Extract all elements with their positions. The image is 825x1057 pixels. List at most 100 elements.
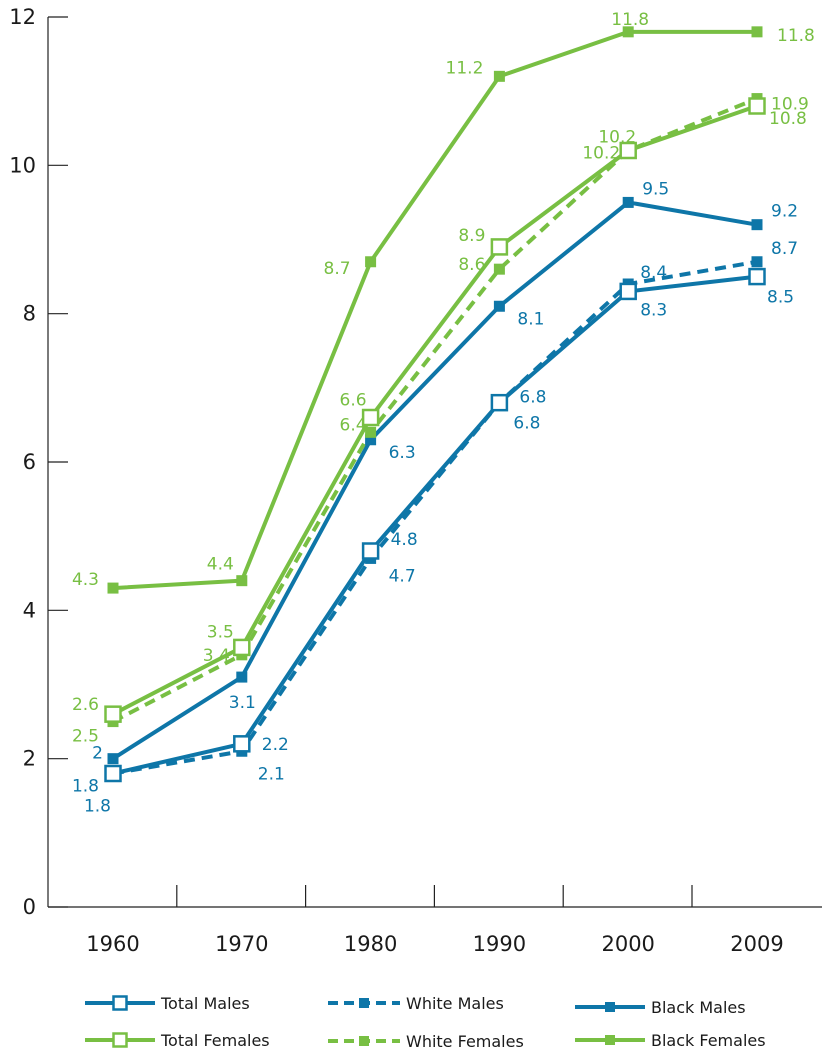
marker-total-females — [104, 705, 122, 723]
data-label-black-females: 11.2 — [446, 58, 484, 78]
data-label-white-females: 10.2 — [582, 144, 620, 164]
x-tick-label: 1970 — [215, 932, 268, 956]
data-label-white-males: 8.4 — [640, 263, 667, 283]
marker-total-males — [619, 282, 637, 301]
legend-label: White Females — [406, 1032, 524, 1051]
marker-black-females — [365, 256, 377, 268]
marker-black-males — [365, 434, 377, 446]
legend-swatch-marker — [359, 1036, 369, 1046]
marker-total-females — [233, 638, 251, 657]
data-label-black-males: 9.5 — [642, 179, 669, 199]
marker-total-females — [361, 408, 380, 427]
marker-black-females — [236, 575, 248, 587]
series-line-total-females — [112, 104, 758, 716]
data-label-black-females: 4.3 — [72, 570, 99, 590]
x-tick-label: 2000 — [601, 932, 654, 956]
data-label-total-males: 6.8 — [519, 388, 546, 408]
marker-total-males — [748, 267, 766, 286]
chart-series-lines — [111, 29, 758, 776]
y-tick-label: 6 — [23, 450, 36, 474]
marker-black-males — [751, 219, 763, 231]
data-label-total-males: 2.2 — [262, 735, 289, 755]
legend-swatch-marker — [605, 1035, 615, 1045]
marker-black-males — [107, 753, 119, 765]
marker-white-females — [493, 263, 505, 275]
legend-item-total-males: Total Males — [85, 994, 250, 1013]
marker-black-males — [236, 671, 248, 683]
legend-label: Total Males — [160, 994, 250, 1013]
data-label-white-females: 2.5 — [72, 727, 99, 747]
marker-black-males — [493, 300, 505, 312]
series-line-total-males — [112, 274, 758, 776]
chart-axes: 0 2 4 6 8 10 12 1960 1970 1980 1990 2000 2009 — [9, 5, 822, 956]
data-label-total-males: 8.3 — [640, 300, 667, 320]
marker-total-females — [619, 141, 637, 160]
chart-markers — [104, 26, 766, 783]
data-label-total-males: 1.8 — [72, 777, 99, 797]
marker-black-females — [493, 70, 505, 82]
data-label-black-females: 11.8 — [777, 26, 815, 46]
legend-label: Black Males — [651, 998, 746, 1017]
series-line-black-females — [112, 29, 757, 591]
series-line-white-females — [112, 96, 758, 724]
data-label-white-males: 2.1 — [258, 764, 285, 784]
data-label-black-males: 3.1 — [229, 693, 256, 713]
y-tick-label: 0 — [23, 895, 36, 919]
data-label-black-males: 6.3 — [389, 443, 416, 463]
y-tick-label: 10 — [9, 153, 36, 177]
marker-black-females — [751, 26, 763, 38]
data-label-total-females: 3.5 — [207, 622, 234, 642]
chart-data-labels: 1.8 2.2 4.8 6.8 8.3 8.5 1.8 2.1 4.7 6.8 8.4 8.7 2 3.1… — [72, 10, 815, 817]
data-label-black-females: 8.7 — [324, 259, 351, 279]
legend-item-total-females: Total Females — [85, 1031, 270, 1050]
data-label-white-males: 8.7 — [771, 239, 798, 259]
data-label-white-males: 4.7 — [389, 566, 416, 586]
legend-swatch-marker — [112, 1032, 128, 1048]
legend-item-black-females: Black Females — [575, 1031, 766, 1050]
legend-swatch-marker — [359, 998, 369, 1008]
marker-white-females — [365, 426, 377, 438]
series-line-black-males — [111, 200, 758, 761]
x-tick-label: 1980 — [344, 932, 397, 956]
data-label-white-females: 3.4 — [203, 646, 230, 666]
data-label-white-males: 6.8 — [513, 414, 540, 434]
data-label-total-females: 10.8 — [769, 109, 807, 129]
legend-item-black-males: Black Males — [575, 998, 746, 1017]
legend-swatch-marker — [112, 995, 128, 1011]
marker-white-males — [751, 256, 763, 268]
marker-black-females — [107, 582, 119, 594]
data-label-white-females: 10.9 — [771, 95, 809, 115]
x-tick-label: 1960 — [86, 932, 139, 956]
marker-total-males — [490, 393, 509, 412]
chart-legend: Total Males White Males Black Males Total F… — [85, 994, 766, 1051]
marker-total-males — [361, 542, 380, 560]
legend-item-white-males: White Males — [328, 994, 504, 1013]
data-label-black-males: 9.2 — [771, 202, 798, 222]
data-label-black-females: 4.4 — [207, 555, 234, 575]
data-label-white-males: 1.8 — [84, 797, 111, 817]
legend-label: Total Females — [160, 1031, 270, 1050]
data-label-black-males: 8.1 — [517, 309, 544, 329]
legend-label: Black Females — [651, 1031, 766, 1050]
marker-black-females — [622, 26, 634, 38]
data-label-total-males: 8.5 — [767, 288, 794, 308]
marker-total-males — [104, 764, 122, 783]
data-label-total-females: 10.2 — [598, 128, 636, 148]
y-tick-label: 8 — [23, 302, 36, 326]
data-label-black-females: 11.8 — [611, 10, 649, 30]
data-label-total-females: 2.6 — [72, 695, 99, 715]
y-tick-label: 12 — [9, 5, 36, 29]
marker-total-females — [748, 97, 766, 115]
data-label-white-females: 8.6 — [458, 255, 485, 275]
marker-black-males — [622, 196, 634, 208]
data-label-black-males: 2 — [92, 744, 103, 764]
marker-total-males — [233, 735, 251, 753]
legend-item-white-females: White Females — [328, 1032, 524, 1051]
data-label-total-females: 8.9 — [458, 226, 485, 246]
data-label-total-males: 4.8 — [391, 530, 418, 550]
y-tick-label: 4 — [23, 598, 36, 622]
legend-swatch-marker — [605, 1002, 615, 1012]
data-label-white-females: 6.4 — [340, 415, 367, 435]
marker-total-females — [490, 238, 509, 256]
